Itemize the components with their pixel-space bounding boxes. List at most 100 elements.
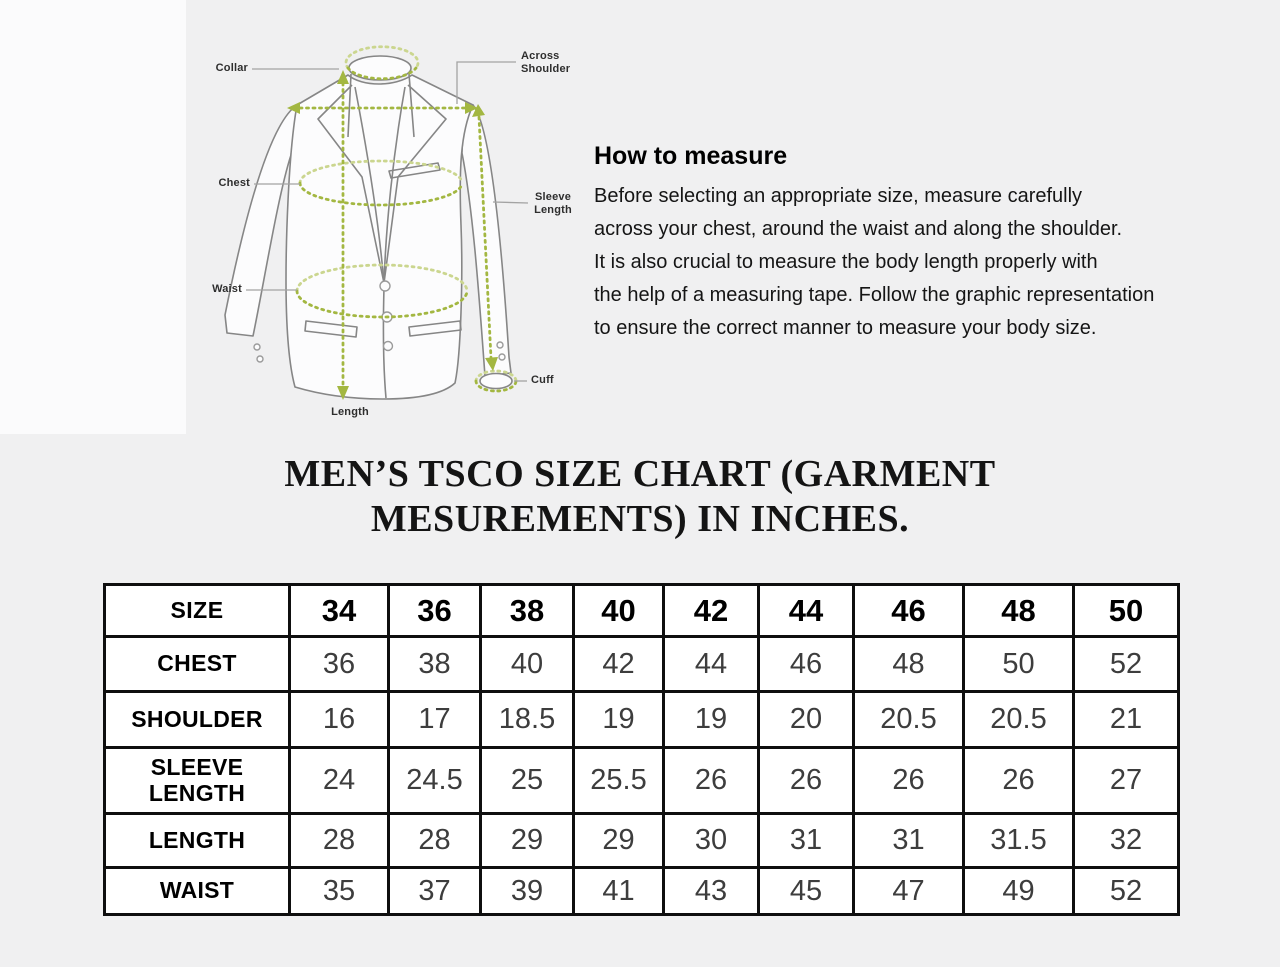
- sleeve-length-label-line1: Sleeve: [534, 191, 572, 203]
- size-value-cell: 44: [662, 635, 760, 693]
- size-value-cell: 17: [387, 690, 482, 749]
- size-value-cell: 29: [479, 812, 575, 869]
- length-label: Length: [331, 406, 369, 418]
- size-value-cell: 32: [1072, 812, 1180, 869]
- how-to-measure-line: to ensure the correct manner to measure …: [594, 317, 1097, 339]
- waist-label: Waist: [212, 283, 242, 295]
- size-value-cell: 29: [572, 812, 665, 869]
- table-row: SHOULDER 16 17 18.5 19 19 20 20.5 20.5 21: [103, 690, 1180, 749]
- size-value-cell: 43: [662, 866, 760, 916]
- size-value-cell: 52: [1072, 635, 1180, 693]
- size-value-cell: 31.5: [962, 812, 1075, 869]
- size-table: SIZE 34 36 38 40 42 44 46 48 50 CHEST 36 38 40 42 44 4…: [103, 583, 1180, 916]
- size-value-cell: 35: [288, 866, 390, 916]
- size-header-cell: SIZE: [103, 583, 291, 638]
- measure-ellipses-light: [295, 45, 518, 383]
- table-row: SLEEVE LENGTH 24 24.5 25 25.5 26 26 26 26 27: [103, 746, 1180, 815]
- size-col-header: 48: [962, 583, 1075, 638]
- size-value-cell: 31: [852, 812, 965, 869]
- size-value-cell: 46: [757, 635, 855, 693]
- sleeve-length-label: Sleeve Length: [526, 191, 580, 217]
- size-col-header: 50: [1072, 583, 1180, 638]
- row-label: LENGTH: [103, 812, 291, 869]
- page-margin-strip: [0, 0, 186, 434]
- size-chart-title-line2: MESUREMENTS) IN INCHES.: [370, 498, 910, 540]
- size-value-cell: 19: [662, 690, 760, 749]
- table-row: CHEST 36 38 40 42 44 46 48 50 52: [103, 635, 1180, 693]
- collar-label: Collar: [215, 62, 248, 74]
- label-callout-lines: [246, 61, 529, 382]
- size-value-cell: 38: [387, 635, 482, 693]
- size-value-cell: 27: [1072, 746, 1180, 815]
- how-to-measure-line: It is also crucial to measure the body l…: [594, 251, 1098, 273]
- size-value-cell: 24: [288, 746, 390, 815]
- size-value-cell: 36: [288, 635, 390, 693]
- row-label: SHOULDER: [103, 690, 291, 749]
- across-shoulder-label: Across Shoulder: [521, 50, 585, 76]
- row-label: WAIST: [103, 866, 291, 916]
- size-col-header: 38: [479, 583, 575, 638]
- jacket-measurement-diagram: Collar Chest Waist Length Across Shoulder…: [190, 25, 590, 430]
- sleeve-length-label-line2: Length: [534, 204, 572, 216]
- size-value-cell: 41: [572, 866, 665, 916]
- size-col-header: 46: [852, 583, 965, 638]
- across-shoulder-label-line2: Shoulder: [521, 63, 571, 75]
- size-col-header: 42: [662, 583, 760, 638]
- size-value-cell: 47: [852, 866, 965, 916]
- size-header-row: SIZE 34 36 38 40 42 44 46 48 50: [103, 583, 1180, 638]
- size-value-cell: 24.5: [387, 746, 482, 815]
- size-value-cell: 19: [572, 690, 665, 749]
- how-to-measure-line: Before selecting an appropriate size, me…: [594, 185, 1083, 207]
- cuff-label: Cuff: [531, 374, 554, 386]
- measure-arrowheads: [287, 70, 498, 400]
- size-value-cell: 42: [572, 635, 665, 693]
- size-value-cell: 28: [288, 812, 390, 869]
- table-row: WAIST 35 37 39 41 43 45 47 49 52: [103, 866, 1180, 916]
- size-value-cell: 20.5: [852, 690, 965, 749]
- chest-measure-ellipse: [298, 181, 464, 207]
- size-value-cell: 50: [962, 635, 1075, 693]
- size-value-cell: 25.5: [572, 746, 665, 815]
- size-value-cell: 28: [387, 812, 482, 869]
- size-value-cell: 20.5: [962, 690, 1075, 749]
- row-label: SLEEVE LENGTH: [103, 746, 291, 815]
- size-value-cell: 18.5: [479, 690, 575, 749]
- size-value-cell: 20: [757, 690, 855, 749]
- size-value-cell: 39: [479, 866, 575, 916]
- across-shoulder-label-line1: Across: [521, 50, 560, 62]
- size-value-cell: 21: [1072, 690, 1180, 749]
- size-value-cell: 16: [288, 690, 390, 749]
- size-value-cell: 26: [662, 746, 760, 815]
- how-to-measure-heading: How to measure: [594, 142, 788, 170]
- size-col-header: 34: [288, 583, 390, 638]
- size-chart-title: MEN’S TSCO SIZE CHART (GARMENT MESUREMEN…: [0, 452, 1280, 542]
- measure-lines: [295, 66, 518, 393]
- how-to-measure-line: the help of a measuring tape. Follow the…: [594, 284, 1155, 306]
- size-col-header: 36: [387, 583, 482, 638]
- sleeve-measure-line: [477, 115, 493, 360]
- table-row: LENGTH 28 28 29 29 30 31 31 31.5 32: [103, 812, 1180, 869]
- size-value-cell: 30: [662, 812, 760, 869]
- size-value-cell: 26: [852, 746, 965, 815]
- waist-measure-ellipse: [295, 289, 469, 319]
- size-chart-title-line1: MEN’S TSCO SIZE CHART (GARMENT: [284, 453, 996, 495]
- size-col-header: 40: [572, 583, 665, 638]
- size-value-cell: 40: [479, 635, 575, 693]
- size-value-cell: 37: [387, 866, 482, 916]
- jacket-buttons: [253, 280, 506, 363]
- size-value-cell: 26: [757, 746, 855, 815]
- size-value-cell: 49: [962, 866, 1075, 916]
- how-to-measure-line: across your chest, around the waist and …: [594, 218, 1123, 240]
- size-value-cell: 45: [757, 866, 855, 916]
- size-value-cell: 48: [852, 635, 965, 693]
- jacket-diagram-art: [224, 45, 529, 400]
- how-to-measure-text: Before selecting an appropriate size, me…: [594, 180, 1242, 345]
- how-to-measure-section: How to measure Before selecting an appro…: [594, 142, 1242, 345]
- chest-label: Chest: [218, 177, 250, 189]
- row-label: CHEST: [103, 635, 291, 693]
- size-col-header: 44: [757, 583, 855, 638]
- size-table-body: CHEST 36 38 40 42 44 46 48 50 52 SHOULDER 16 17 18.5 1…: [103, 635, 1180, 916]
- size-value-cell: 52: [1072, 866, 1180, 916]
- size-value-cell: 31: [757, 812, 855, 869]
